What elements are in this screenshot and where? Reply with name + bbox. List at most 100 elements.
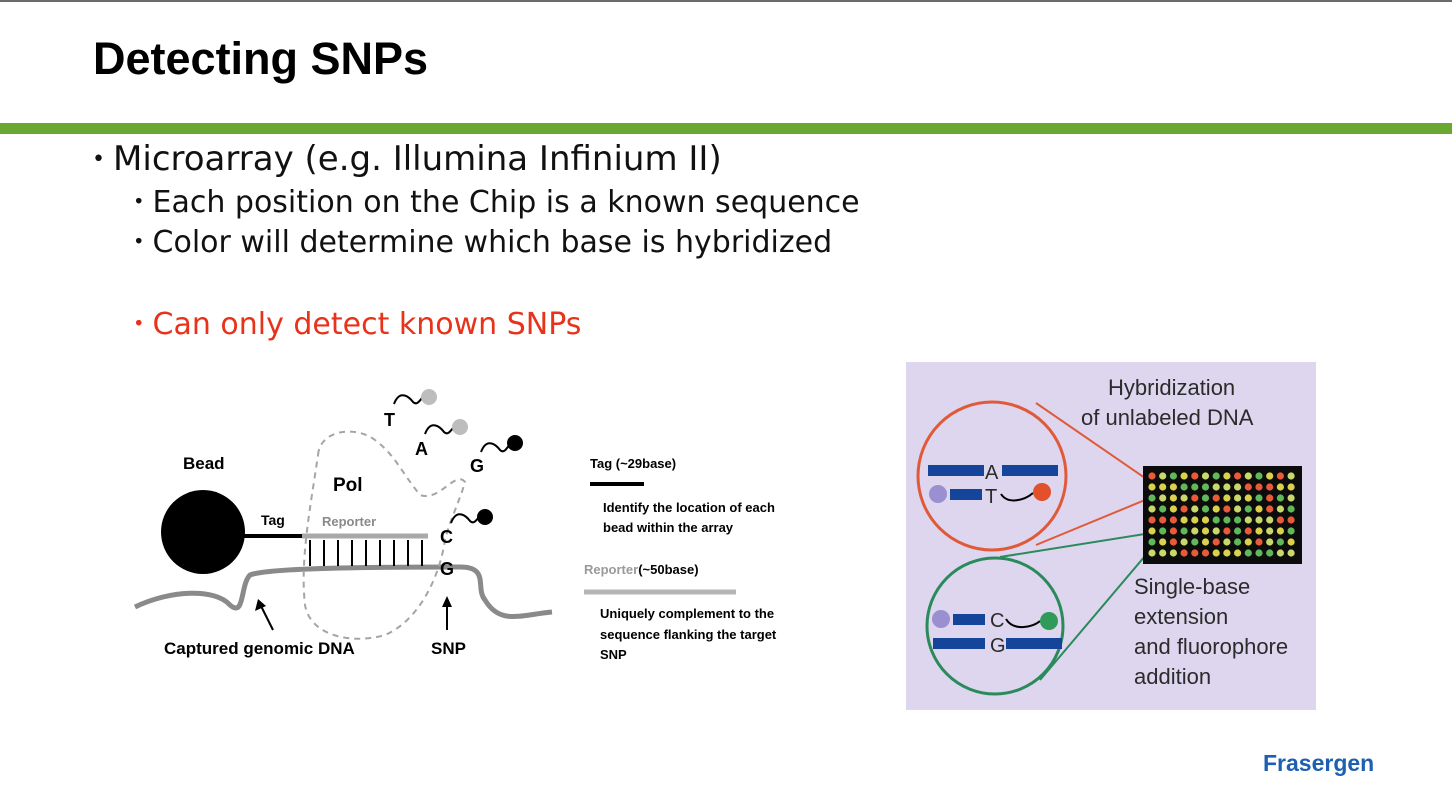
extension-caption: extension xyxy=(1134,604,1228,629)
fluor-linker-bottom xyxy=(1005,618,1041,629)
probe-bar xyxy=(1002,465,1058,476)
chip-bead-dot xyxy=(1191,527,1199,535)
hybridization-illustration: A T C G Hybridization of unlabeled DNA S… xyxy=(906,362,1316,710)
chip-bead-dot xyxy=(1223,494,1231,502)
chip-bead-dot xyxy=(1180,516,1188,524)
base-t-top: T xyxy=(985,486,997,508)
extension-caption: Single-base xyxy=(1134,574,1250,599)
extension-caption: and fluorophore xyxy=(1134,634,1288,659)
bullet-text: Can only detect known SNPs xyxy=(152,307,582,342)
legend-reporter-title: Reporter(~50base) xyxy=(584,562,699,577)
chip-bead-dot xyxy=(1180,549,1188,557)
base-a: A xyxy=(415,439,428,459)
chip-bead-dots xyxy=(1148,472,1295,557)
bead xyxy=(161,490,245,574)
chip-bead-dot xyxy=(1255,505,1263,513)
fluor-dot-c xyxy=(477,509,493,525)
bullet-text: Each position on the Chip is a known seq… xyxy=(152,185,860,220)
chip-bead-dot xyxy=(1159,538,1167,546)
chip-bead-dot xyxy=(1148,472,1156,480)
bullet-dot: • xyxy=(133,230,145,253)
chip-bead-dot xyxy=(1234,549,1242,557)
zoom-lines-green xyxy=(999,533,1146,681)
chip-bead-dot xyxy=(1159,472,1167,480)
chip-bead-dot xyxy=(1255,494,1263,502)
probe-bar xyxy=(950,489,982,500)
chip-bead-dot xyxy=(1148,494,1156,502)
chip-bead-dot xyxy=(1201,494,1210,502)
chip-bead-dot xyxy=(1287,527,1295,535)
chip-bead-dot xyxy=(1169,494,1177,502)
chip-bead-dot xyxy=(1244,538,1252,546)
fluor-dot-t xyxy=(421,389,437,405)
chip-bead-dot xyxy=(1223,505,1231,513)
chip-bead-dot xyxy=(1276,472,1284,480)
chip-bead-dot xyxy=(1191,516,1199,524)
chip-bead-dot xyxy=(1276,494,1284,502)
chip-bead-dot xyxy=(1169,505,1177,513)
chip-bead-dot xyxy=(1148,483,1156,491)
chip-bead-dot xyxy=(1255,483,1263,491)
chip-bead-dot xyxy=(1201,505,1210,513)
captured-dna-label: Captured genomic DNA xyxy=(164,639,355,658)
chip-bead-dot xyxy=(1287,549,1295,557)
chip-bead-dot xyxy=(1201,516,1210,524)
bullet-known-sequence: • Each position on the Chip is a known se… xyxy=(133,185,860,220)
legend-reporter-word: Reporter xyxy=(584,562,638,577)
bullet-text: Microarray (e.g. Illumina Infinium II) xyxy=(113,139,722,179)
legend-tag-desc: bead within the array xyxy=(603,520,734,535)
chip-bead-dot xyxy=(1276,516,1284,524)
chip-bead-dot xyxy=(1180,538,1188,546)
chip-bead-dot xyxy=(1266,494,1274,502)
fluor-dot-a xyxy=(452,419,468,435)
chip-bead-dot xyxy=(1287,505,1295,513)
chip-bead-dot xyxy=(1266,505,1274,513)
chip-bead-dot xyxy=(1276,527,1284,535)
base-g-bottom: G xyxy=(990,635,1006,657)
chip-bead-dot xyxy=(1266,549,1274,557)
chip-bead-dot xyxy=(1234,516,1242,524)
chip-bead-dot xyxy=(1255,472,1263,480)
chip-bead-dot xyxy=(1234,527,1242,535)
extension-caption: addition xyxy=(1134,664,1211,689)
polymerase-outline xyxy=(302,430,467,640)
legend-reporter-desc: sequence flanking the target xyxy=(600,627,777,642)
hybridization-circle xyxy=(916,400,1068,552)
chip-bead-dot xyxy=(1255,516,1263,524)
chip-bead-dot xyxy=(1287,483,1295,491)
bead-icon-top xyxy=(929,485,947,503)
bullet-known-snps: • Can only detect known SNPs xyxy=(133,307,581,342)
chip-bead-dot xyxy=(1180,472,1188,480)
chip-bead-dot xyxy=(1244,505,1252,513)
chip-bead-dot xyxy=(1276,549,1284,557)
legend-tag-desc: Identify the location of each xyxy=(603,500,775,515)
dna-arrow-shaft xyxy=(260,605,274,631)
bead-label: Bead xyxy=(183,454,225,473)
chip-bead-dot xyxy=(1255,527,1263,535)
chip-bead-dot xyxy=(1159,494,1167,502)
chip-bead-dot xyxy=(1276,505,1284,513)
chip-bead-dot xyxy=(1148,527,1156,535)
chip-bead-dot xyxy=(1266,472,1274,480)
chip-bead-dot xyxy=(1212,549,1220,557)
chip-bead-dot xyxy=(1244,549,1252,557)
chip-bead-dot xyxy=(1255,538,1263,546)
chip-bead-dot xyxy=(1169,527,1177,535)
chip-bead-dot xyxy=(1223,538,1231,546)
extension-circle xyxy=(925,556,1065,696)
hybridization-caption: Hybridization xyxy=(1108,375,1235,400)
legend-reporter-desc: SNP xyxy=(600,647,627,662)
fluor-linker-c xyxy=(450,513,481,524)
fluor-dot-g xyxy=(507,435,523,451)
hybridization-rungs xyxy=(309,540,423,566)
chip-bead-dot xyxy=(1201,549,1210,557)
title-divider xyxy=(0,123,1452,134)
dna-arrow-head xyxy=(255,599,266,611)
chip-bead-dot xyxy=(1244,516,1252,524)
bullet-color: • Color will determine which base is hybr… xyxy=(133,225,832,260)
chip-bead-dot xyxy=(1212,505,1220,513)
chip-bead-dot xyxy=(1191,505,1199,513)
chip-bead-dot xyxy=(1159,549,1167,557)
fluor-linker-top xyxy=(1000,492,1034,502)
chip-bead-dot xyxy=(1234,505,1242,513)
